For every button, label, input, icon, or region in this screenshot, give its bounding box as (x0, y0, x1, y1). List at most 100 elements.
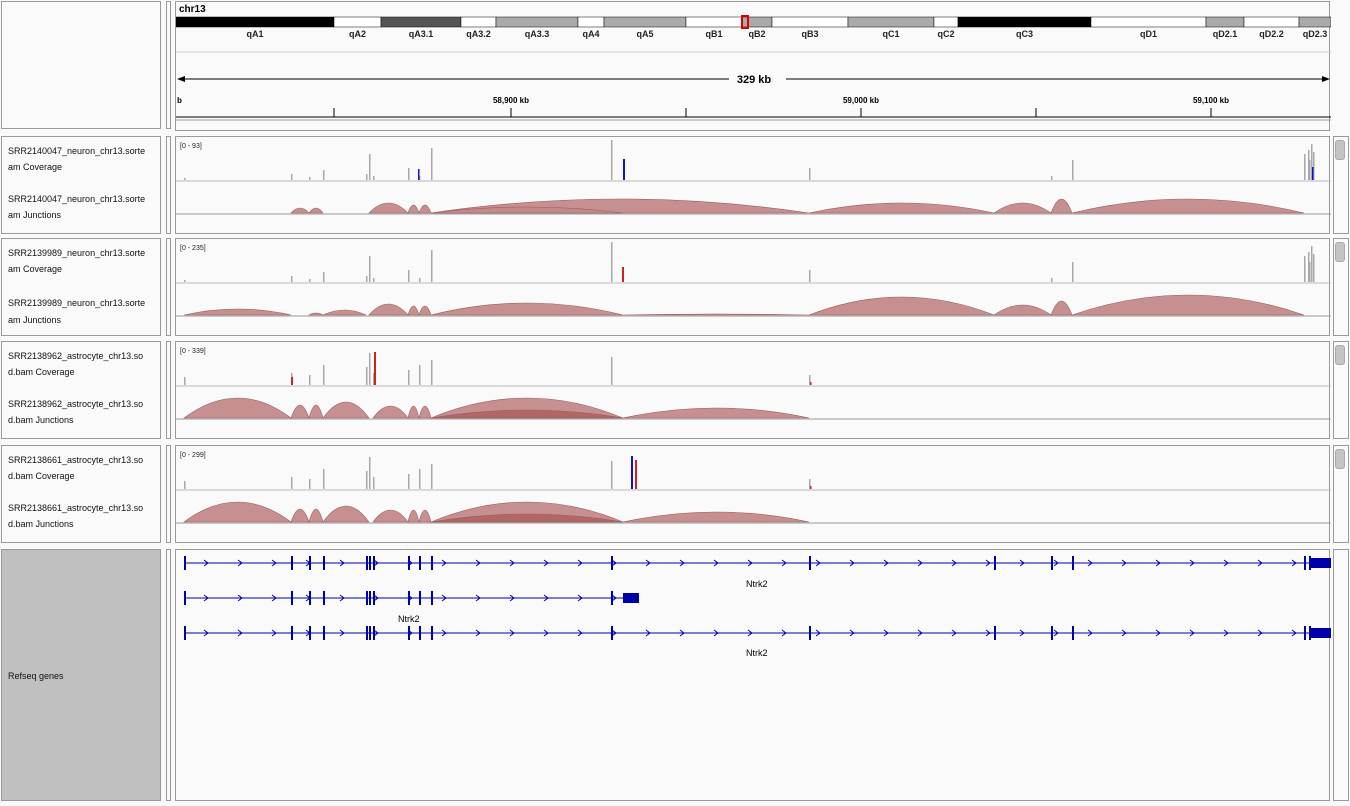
junction-arc (407, 405, 420, 419)
cytoband-label: qB2 (748, 29, 765, 39)
strand-arrow-icon (645, 559, 651, 567)
coverage-bar (373, 477, 375, 489)
coverage-bar (431, 250, 433, 282)
junction-arc (622, 407, 810, 419)
mismatch-bar (374, 352, 376, 385)
junction-arc (372, 405, 409, 419)
sample-data-panel[interactable]: [0 - 235] (175, 238, 1331, 337)
coverage-bar (1308, 150, 1310, 180)
sample-name-panel[interactable]: SRR2139989_neuron_chr13.sorte am Coverage… (1, 238, 161, 336)
sample-data-panel[interactable]: [0 - 93] (175, 136, 1331, 235)
coverage-range-label: [0 - 235] (180, 245, 206, 252)
coverage-range-label: [0 - 93] (180, 143, 202, 150)
junction-arc (308, 508, 324, 523)
exon-block (291, 626, 293, 640)
coverage-bar (809, 270, 811, 282)
scrollbar-thumb[interactable] (1335, 345, 1345, 365)
sample-tracks-canvas[interactable] (176, 342, 1331, 440)
junction-track-label-line1: SRR2140047_neuron_chr13.sorte (8, 194, 146, 204)
cytoband-label: qD2.2 (1259, 29, 1284, 39)
exon-block (419, 626, 421, 640)
exon-block (611, 591, 613, 605)
exon-block (431, 626, 433, 640)
exon-block (1072, 626, 1074, 640)
exon-block (431, 556, 433, 570)
strand-arrow-icon (781, 559, 787, 567)
coverage-bar (809, 479, 811, 489)
coverage-bar (809, 168, 811, 180)
exon-block (309, 556, 311, 570)
coverage-bar (291, 174, 293, 180)
strand-arrow-icon (1257, 629, 1263, 637)
coverage-bar (369, 154, 371, 180)
sample-data-panel[interactable]: [0 - 299] (175, 445, 1331, 544)
coverage-bar (366, 174, 368, 180)
sample-tracks-canvas[interactable] (176, 239, 1331, 337)
strand-arrow-icon (713, 629, 719, 637)
cytoband-label: qD2.3 (1303, 29, 1328, 39)
junction-track-label-line1: SRR2139989_neuron_chr13.sorte (8, 298, 146, 308)
coverage-bar (1308, 252, 1310, 282)
sample-name-panel[interactable]: SRR2138661_astrocyte_chr13.so d.bam Cover… (1, 445, 161, 543)
sample-data-panel[interactable]: [0 - 339] (175, 341, 1331, 440)
gene-track-canvas[interactable] (176, 550, 1331, 800)
scrollbar-thumb[interactable] (1335, 242, 1345, 262)
exon-block (611, 626, 613, 640)
coverage-bar (309, 177, 311, 180)
strand-arrow-icon (1291, 629, 1297, 637)
ruler-tick-label: 59,100 kb (1193, 96, 1229, 105)
cytoband-qB2 (741, 16, 773, 28)
strand-arrow-icon (237, 629, 243, 637)
sample-tracks-canvas[interactable] (176, 137, 1331, 235)
sample-name-panel[interactable]: SRR2140047_neuron_chr13.sorte am Coverage… (1, 136, 161, 234)
cytoband-label: qC3 (1016, 29, 1033, 39)
strand-arrow-icon (1121, 559, 1127, 567)
coverage-bar (431, 360, 433, 385)
strand-arrow-icon (1291, 559, 1297, 567)
strand-arrow-icon (339, 629, 345, 637)
gene-track-label-panel[interactable]: Refseq genes (1, 549, 161, 801)
exon-block (369, 626, 371, 640)
cytoband-qA1 (176, 16, 335, 28)
sample-tracks-canvas[interactable] (176, 446, 1331, 544)
junction-arc (1071, 294, 1305, 316)
coverage-bar (408, 270, 410, 282)
junction-arc (418, 405, 432, 419)
mismatch-bar (291, 377, 293, 385)
scrollbar-thumb[interactable] (1335, 140, 1345, 160)
cytoband-qA3.3 (495, 16, 579, 28)
strand-arrow-icon (611, 629, 617, 637)
coverage-bar (366, 367, 368, 385)
ideogram-and-ruler[interactable]: qA1 qA2 qA3.1 qA3.2 qA3.3 qA4 qA5 qB1 qB2 qB3 qC1 q… (176, 2, 1331, 130)
gene-track[interactable]: Ntrk2 Ntrk2 Ntrk2 (175, 549, 1331, 801)
gene-track-scrollbar-area (1333, 549, 1349, 801)
coverage-bar (1311, 144, 1313, 180)
chromosome-name[interactable]: chr13 (179, 4, 206, 15)
junction-arc (407, 204, 420, 214)
strand-arrow-icon (951, 629, 957, 637)
coverage-bar (323, 272, 325, 282)
sample-name-panel[interactable]: SRR2138962_astrocyte_chr13.so d.bam Cover… (1, 341, 161, 439)
strand-arrow-icon (1087, 559, 1093, 567)
exon-block (366, 591, 368, 605)
coverage-bar (419, 278, 421, 282)
junction-arc (418, 305, 432, 316)
mismatch-bar (1312, 167, 1314, 180)
exon-block (994, 556, 996, 570)
scrollbar-thumb[interactable] (1335, 449, 1345, 469)
strand-arrow-icon (509, 629, 515, 637)
sample-scrollbar-track (1333, 445, 1349, 543)
cytoband-label: qB3 (801, 29, 818, 39)
coverage-bar (323, 170, 325, 180)
strand-arrow-icon (985, 559, 991, 567)
strand-arrow-icon (849, 559, 855, 567)
junction-arc (430, 302, 624, 316)
mismatch-bar (623, 159, 625, 180)
strand-arrow-icon (441, 594, 447, 602)
junction-arc (183, 501, 292, 523)
junction-arc (322, 505, 370, 523)
junction-arc (322, 401, 370, 419)
strand-arrow-icon (1257, 559, 1263, 567)
junction-track-label-line2: d.bam Junctions (8, 415, 74, 425)
coverage-track-label-line1: SRR2138962_astrocyte_chr13.so (8, 351, 144, 361)
